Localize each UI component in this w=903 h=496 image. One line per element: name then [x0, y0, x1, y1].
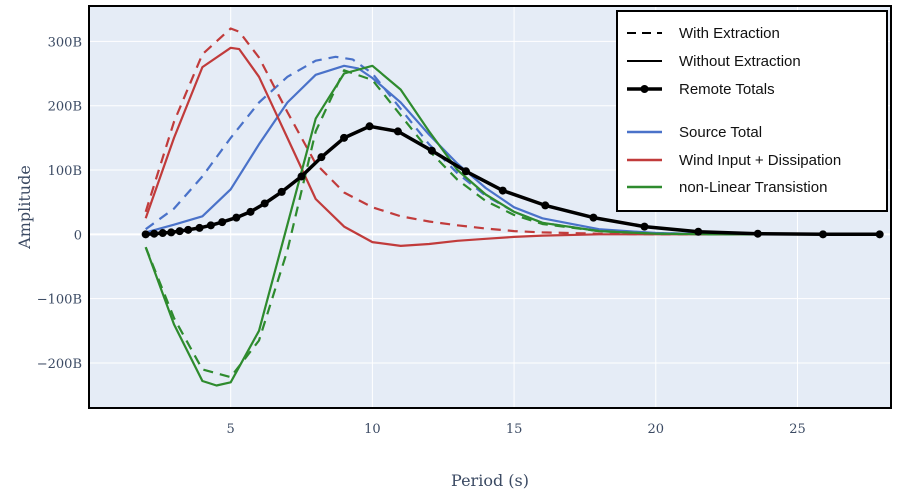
y-axis-ticks: −200B −100B 0 100B 200B 300B	[37, 35, 82, 372]
remote-totals-marker	[498, 186, 507, 195]
x-axis-ticks: 5 10 15 20 25	[227, 422, 806, 437]
remote-totals-marker	[158, 229, 167, 238]
remote-totals-marker	[175, 227, 184, 236]
y-tick-label: −100B	[37, 293, 82, 308]
remote-totals-marker	[277, 187, 286, 196]
remote-totals-marker	[297, 172, 306, 181]
x-tick-label: 15	[506, 422, 523, 437]
legend-marker	[640, 85, 649, 93]
series-line-remote-totals	[145, 124, 880, 237]
remote-totals-marker	[317, 153, 326, 162]
series-line-wind-input-dissipation	[144, 46, 883, 247]
remote-totals-marker	[694, 227, 703, 236]
y-tick-label: −200B	[37, 357, 82, 372]
y-tick-label: 200B	[48, 100, 82, 115]
legend-label: With Extraction	[679, 25, 780, 42]
remote-totals-marker	[875, 230, 884, 239]
remote-totals-marker	[232, 213, 241, 222]
x-tick-label: 20	[648, 422, 665, 437]
series-line-non-linear-transistion	[144, 64, 883, 387]
x-tick-label: 10	[364, 422, 381, 437]
legend-label: Source Total	[679, 124, 762, 141]
remote-totals-marker	[818, 230, 827, 239]
legend-label: Remote Totals	[679, 81, 775, 98]
remote-totals-marker	[218, 218, 227, 227]
y-axis-title: Amplitude	[15, 165, 34, 250]
x-tick-label: 25	[789, 422, 806, 437]
x-axis-title: Period (s)	[451, 471, 529, 490]
legend-label: non-Linear Transistion	[679, 179, 827, 196]
legend-label: Wind Input + Dissipation	[679, 152, 841, 169]
remote-totals-marker	[753, 229, 762, 238]
remote-totals-marker	[393, 127, 402, 136]
remote-totals-marker	[141, 230, 150, 239]
series-line-wind-input-dissipation-dashed	[144, 27, 883, 236]
legend-box	[616, 10, 888, 212]
remote-totals-marker	[365, 122, 374, 131]
remote-totals-marker	[206, 221, 215, 230]
remote-totals-marker	[461, 167, 470, 176]
remote-totals-marker	[246, 207, 255, 216]
remote-totals-marker	[150, 229, 159, 238]
plot-frame	[88, 5, 892, 409]
series-layer	[141, 27, 884, 387]
remote-totals-marker	[260, 199, 269, 208]
remote-totals-marker	[640, 222, 649, 231]
remote-totals-marker	[589, 213, 598, 222]
y-tick-label: 100B	[48, 164, 82, 179]
legend: With Extraction Without Extraction Remote …	[616, 10, 888, 212]
remote-totals-marker	[184, 225, 193, 234]
remote-totals-marker	[167, 228, 176, 237]
remote-totals-marker	[427, 146, 436, 155]
legend-label: Without Extraction	[679, 53, 801, 70]
y-tick-label: 0	[74, 228, 82, 243]
remote-totals-marker	[541, 201, 550, 210]
remote-totals-marker	[195, 223, 204, 232]
x-tick-label: 5	[227, 422, 235, 437]
y-tick-label: 300B	[48, 35, 82, 50]
remote-totals-marker	[340, 133, 349, 142]
